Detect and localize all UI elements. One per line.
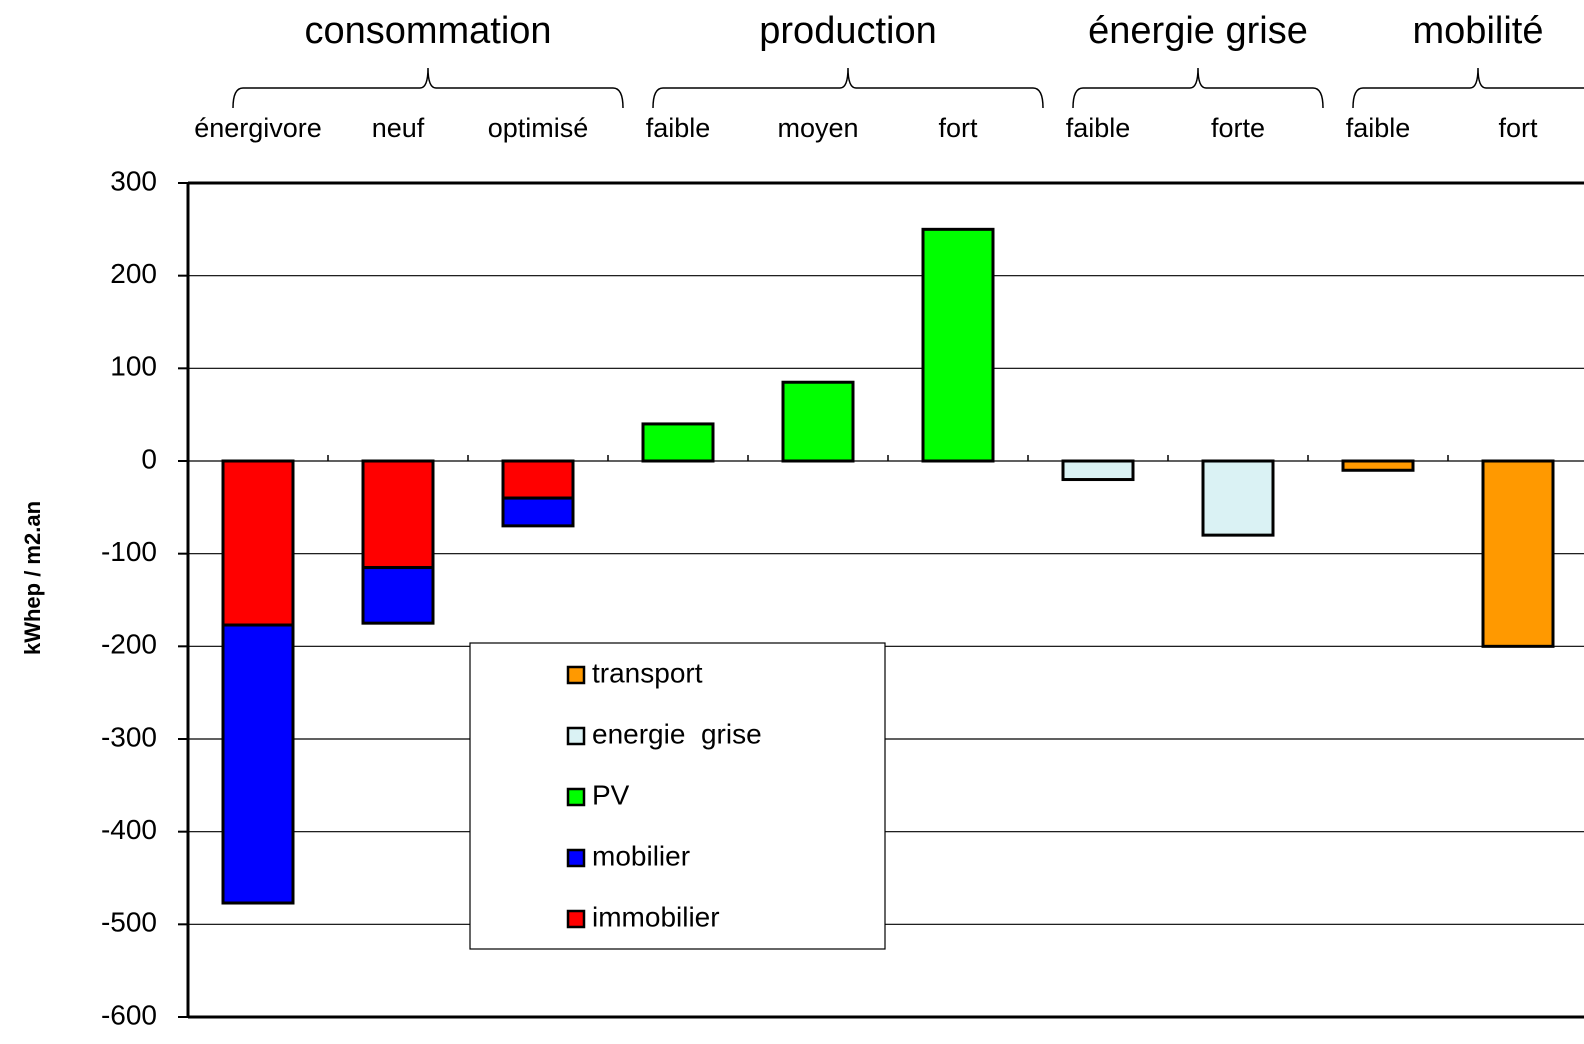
- bar: [1061, 459, 1135, 482]
- bar: [921, 227, 995, 463]
- bar: [361, 459, 435, 570]
- bar: [641, 422, 715, 463]
- y-tick-label: -400: [101, 814, 157, 845]
- bar: [221, 623, 295, 905]
- group-brace: [1352, 67, 1584, 109]
- y-tick-label: -500: [101, 907, 157, 938]
- y-tick-label: -600: [101, 999, 157, 1030]
- y-tick-label: 200: [110, 258, 157, 289]
- x-tick-label: faible: [1346, 113, 1411, 143]
- y-tick-label: -200: [101, 629, 157, 660]
- x-tick-label: faible: [1066, 113, 1131, 143]
- legend-swatch: [566, 726, 586, 746]
- group-label: énergie grise: [1088, 10, 1308, 52]
- group-brace: [232, 67, 624, 109]
- x-tick-label: fort: [1498, 113, 1538, 143]
- y-tick-label: 100: [110, 351, 157, 382]
- x-tick-label: moyen: [777, 113, 858, 143]
- bar: [1341, 459, 1415, 472]
- bar: [501, 459, 575, 500]
- y-tick-label: -100: [101, 536, 157, 567]
- bar: [501, 496, 575, 528]
- group-label: production: [759, 10, 936, 52]
- y-axis-label: kWhep / m2.an: [20, 501, 45, 655]
- y-tick-label: -300: [101, 721, 157, 752]
- x-tick-label: forte: [1211, 113, 1265, 143]
- group-label: consommation: [304, 10, 551, 52]
- bar: [781, 380, 855, 463]
- legend-label: transport: [592, 657, 703, 688]
- legend-label: energie grise: [592, 718, 762, 749]
- bar: [1481, 459, 1555, 648]
- legend-swatch: [566, 665, 586, 685]
- bar: [361, 566, 435, 625]
- legend-swatch: [566, 848, 586, 868]
- x-tick-label: optimisé: [488, 113, 589, 143]
- x-tick-label: fort: [938, 113, 978, 143]
- legend-label: PV: [592, 779, 630, 810]
- y-tick-label: 300: [110, 165, 157, 196]
- legend-box: [469, 642, 886, 950]
- x-tick-label: neuf: [372, 113, 425, 143]
- group-label: mobilité: [1413, 10, 1544, 52]
- x-tick-label: énergivore: [194, 113, 322, 143]
- legend-swatch: [566, 787, 586, 807]
- x-tick-label: faible: [646, 113, 711, 143]
- bar: [221, 459, 295, 627]
- y-tick-label: 0: [141, 443, 157, 474]
- group-brace: [1072, 67, 1324, 109]
- legend-label: immobilier: [592, 901, 720, 932]
- bar: [1201, 459, 1275, 537]
- legend-label: mobilier: [592, 840, 690, 871]
- legend-swatch: [566, 909, 586, 929]
- group-brace: [652, 67, 1044, 109]
